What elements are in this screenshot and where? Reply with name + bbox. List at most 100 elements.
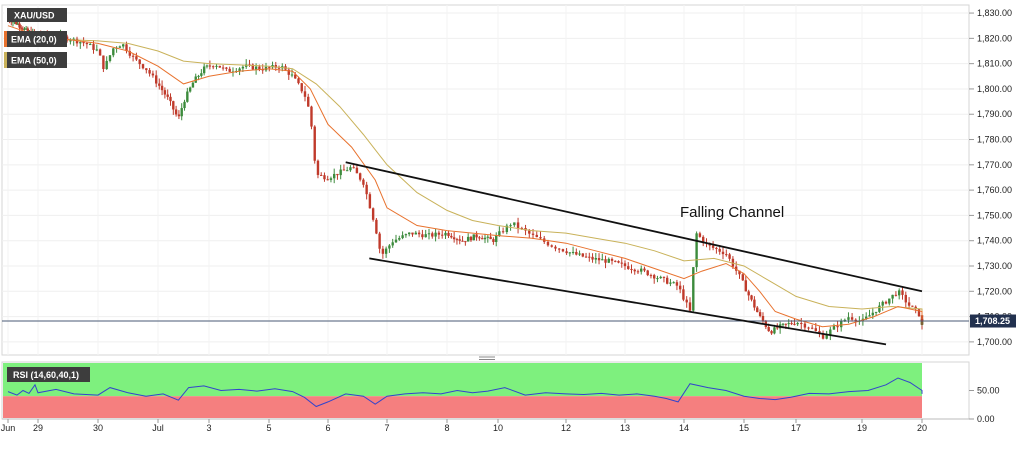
x-tick-label-3: Jul (152, 423, 164, 433)
candle-body-259 (810, 327, 814, 329)
candle-body-162 (492, 239, 495, 242)
x-tick-label-8: 8 (444, 423, 449, 433)
candle-body-103 (307, 96, 310, 107)
ema20-line (7, 25, 923, 328)
candle-body-175 (539, 237, 542, 239)
candle-body-58 (166, 94, 169, 97)
candle-body-143 (437, 232, 441, 235)
candle-body-275 (868, 315, 871, 317)
candle-body-183 (568, 252, 572, 254)
candle-body-270 (850, 317, 854, 320)
candle-body-152 (464, 241, 467, 243)
candle-body-141 (431, 233, 434, 237)
candle-body-218 (682, 289, 685, 300)
candle-body-172 (528, 230, 531, 234)
candle-body-11 (24, 28, 28, 30)
x-tick-label-5: 5 (266, 423, 271, 433)
legend-ema50-label[interactable]: EMA (50,0) (11, 56, 57, 66)
candle-body-165 (501, 231, 505, 233)
candle-body-110 (329, 178, 333, 180)
candle-body-252 (787, 323, 790, 325)
candle-body-5 (15, 21, 18, 25)
candle-body-169 (516, 222, 520, 228)
legend-title[interactable]: XAU/USD (14, 11, 55, 21)
candle-body-63 (180, 108, 183, 117)
candle-body-239 (750, 295, 753, 300)
candle-body-97 (287, 69, 290, 75)
legend-ema20-label[interactable]: EMA (20,0) (11, 35, 57, 45)
candle-body-228 (715, 247, 718, 249)
legend-ema20-swatch (4, 31, 7, 47)
x-tick-label-2: 30 (93, 423, 103, 433)
candle-body-263 (825, 334, 828, 339)
price-tick-label-1: 1,820.00 (977, 33, 1012, 43)
candle-body-241 (756, 307, 759, 313)
price-y-axis: 1,830.00 1,820.00 1,810.00 1,800.00 1,790.00… (969, 8, 1012, 347)
candle-body-245 (767, 327, 770, 332)
candle-body-168 (513, 222, 516, 226)
candles (6, 14, 924, 341)
legend-title-bg (7, 8, 67, 22)
channel-upper-line (345, 161, 923, 293)
candle-body-219 (685, 299, 688, 303)
candle-body-186 (578, 253, 581, 255)
candle-body-159 (483, 237, 487, 240)
candle-body-131 (398, 238, 401, 240)
candle-body-266 (836, 326, 839, 328)
candle-body-281 (888, 298, 891, 304)
legend-ema20-bg (7, 31, 67, 47)
candle-body-287 (907, 302, 911, 306)
candle-body-203 (633, 269, 636, 272)
candle-body-88 (258, 66, 261, 70)
candle-body-276 (871, 312, 874, 316)
candle-body-78 (225, 67, 228, 69)
candle-body-185 (575, 251, 578, 255)
rsi-panel: 50.00 0.00 RSI (14,60,40,1) (1, 361, 1000, 424)
candle-body-128 (388, 245, 391, 249)
candle-body-189 (588, 256, 591, 258)
current-price-label: 1,708.25 (975, 316, 1010, 326)
candle-body-40 (108, 55, 112, 61)
candle-body-166 (505, 225, 509, 233)
panel-resize-handle[interactable] (479, 356, 495, 360)
candle-body-142 (434, 232, 437, 237)
x-tick-label-11: 13 (620, 423, 630, 433)
candle-body-202 (630, 268, 633, 270)
x-tick-label-16: 20 (917, 423, 927, 433)
x-tick-label-4: 3 (206, 423, 211, 433)
candle-body-290 (917, 309, 921, 317)
ema50-line (7, 32, 923, 312)
x-tick-label-0: Jun (1, 423, 16, 433)
candle-body-43 (118, 46, 122, 48)
candle-body-277 (874, 311, 878, 313)
rsi-tick-label-0: 50.00 (977, 386, 1000, 396)
candle-body-150 (458, 239, 461, 241)
candle-body-68 (194, 76, 197, 83)
candle-body-262 (821, 333, 825, 339)
price-tick-label-3: 1,800.00 (977, 84, 1012, 94)
candle-body-8 (20, 27, 23, 29)
candle-body-9 (21, 28, 25, 30)
candle-body-214 (669, 282, 672, 284)
candle-body-178 (550, 245, 553, 247)
x-tick-label-13: 15 (739, 423, 749, 433)
price-tick-label-8: 1,750.00 (977, 210, 1012, 220)
candle-body-223 (698, 233, 702, 237)
candle-body-201 (627, 266, 630, 269)
candle-body-164 (498, 231, 501, 236)
price-tick-label-2: 1,810.00 (977, 59, 1012, 69)
candle-body-181 (561, 249, 565, 252)
candle-body-130 (394, 239, 398, 243)
candle-body-127 (384, 248, 388, 254)
candle-body-174 (535, 234, 538, 238)
candle-body-122 (368, 194, 372, 209)
candle-body-140 (427, 233, 431, 235)
price-tick-label-4: 1,790.00 (977, 109, 1012, 119)
candle-body-198 (617, 261, 620, 263)
legend: XAU/USD EMA (20,0) EMA (50,0) (4, 8, 67, 68)
candle-body-280 (884, 301, 888, 304)
candle-body-37 (98, 49, 102, 56)
rsi-legend-label[interactable]: RSI (14,60,40,1) (13, 370, 79, 380)
candle-body-147 (450, 235, 453, 238)
